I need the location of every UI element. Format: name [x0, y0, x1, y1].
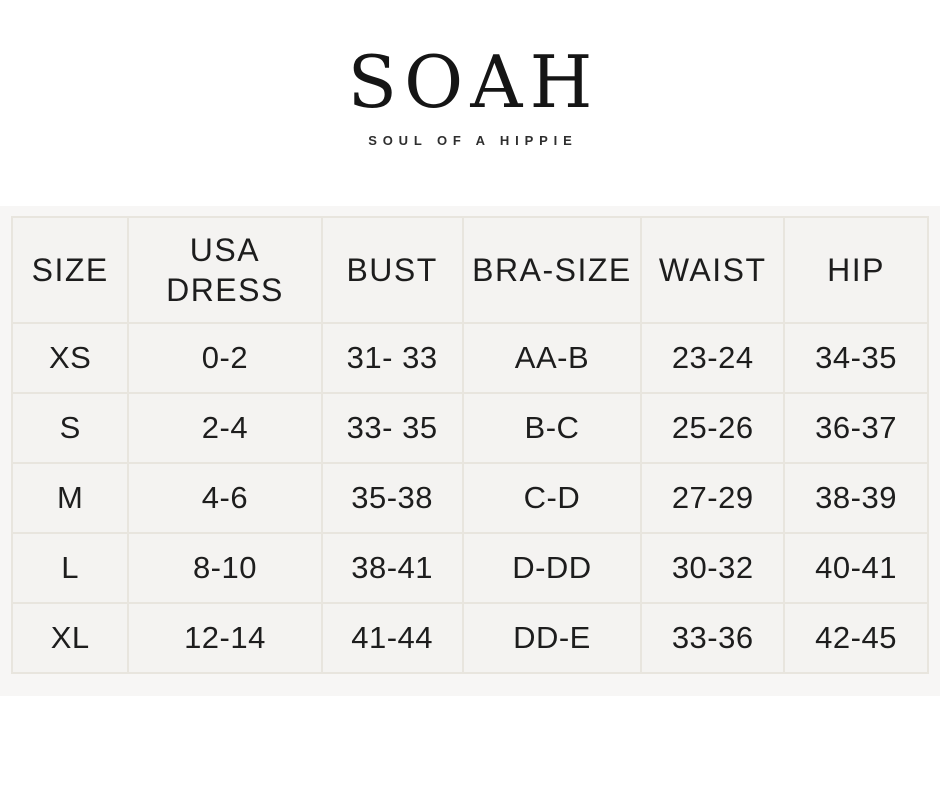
brand-logo: SOAH: [347, 40, 600, 124]
hip-cell: 36-37: [783, 392, 929, 464]
waist-cell: 23-24: [640, 322, 786, 394]
bust-cell: 41-44: [320, 602, 464, 674]
hip-cell: 34-35: [783, 322, 929, 394]
bra-size-cell: DD-E: [461, 602, 643, 674]
bra-size-cell: AA-B: [461, 322, 643, 394]
column-header-bra-size: BRA-SIZE: [461, 216, 643, 324]
waist-cell: 30-32: [640, 532, 786, 604]
column-header-label: USA DRESS: [166, 232, 284, 308]
column-header-label: SIZE: [31, 252, 109, 288]
bust-cell: 35-38: [320, 462, 464, 534]
waist-cell: 33-36: [640, 602, 786, 674]
column-header-waist: WAIST: [640, 216, 786, 324]
size-cell: L: [10, 532, 130, 604]
hip-cell: 38-39: [783, 462, 929, 534]
column-header-label: BUST: [346, 252, 438, 288]
bra-size-cell: C-D: [461, 462, 643, 534]
waist-cell: 27-29: [640, 462, 786, 534]
table-row-s: S 2-4 33- 35 B-C 25-26 36-37: [10, 392, 929, 464]
column-header-hip: HIP: [783, 216, 929, 324]
table-row-l: L 8-10 38-41 D-DD 30-32 40-41: [10, 532, 929, 604]
bra-size-cell: D-DD: [461, 532, 643, 604]
bust-cell: 31- 33: [320, 322, 464, 394]
column-header-label: BRA-SIZE: [472, 252, 632, 288]
waist-cell: 25-26: [640, 392, 786, 464]
size-cell: S: [10, 392, 130, 464]
header-row: SIZE USA DRESS BUST BRA-SIZE WAIST HIP: [10, 216, 929, 324]
bust-cell: 33- 35: [320, 392, 464, 464]
hip-cell: 42-45: [783, 602, 929, 674]
column-header-bust: BUST: [320, 216, 464, 324]
column-header-size: SIZE: [10, 216, 130, 324]
column-header-label: HIP: [827, 252, 885, 288]
brand-tagline: SOUL OF A HIPPIE: [368, 133, 578, 148]
size-chart-section: SIZE USA DRESS BUST BRA-SIZE WAIST HIP X…: [0, 206, 940, 696]
usa-dress-cell: 12-14: [127, 602, 323, 674]
size-chart-table: SIZE USA DRESS BUST BRA-SIZE WAIST HIP X…: [10, 216, 929, 674]
table-row-xl: XL 12-14 41-44 DD-E 33-36 42-45: [10, 602, 929, 674]
bust-cell: 38-41: [320, 532, 464, 604]
brand-header: SOAH SOUL OF A HIPPIE: [0, 0, 940, 148]
hip-cell: 40-41: [783, 532, 929, 604]
usa-dress-cell: 2-4: [127, 392, 323, 464]
usa-dress-cell: 0-2: [127, 322, 323, 394]
usa-dress-cell: 8-10: [127, 532, 323, 604]
column-header-label: WAIST: [658, 252, 767, 288]
bra-size-cell: B-C: [461, 392, 643, 464]
table-row-xs: XS 0-2 31- 33 AA-B 23-24 34-35: [10, 322, 929, 394]
column-header-usa-dress: USA DRESS: [127, 216, 323, 324]
size-cell: XL: [10, 602, 130, 674]
size-cell: M: [10, 462, 130, 534]
usa-dress-cell: 4-6: [127, 462, 323, 534]
table-row-m: M 4-6 35-38 C-D 27-29 38-39: [10, 462, 929, 534]
size-cell: XS: [10, 322, 130, 394]
